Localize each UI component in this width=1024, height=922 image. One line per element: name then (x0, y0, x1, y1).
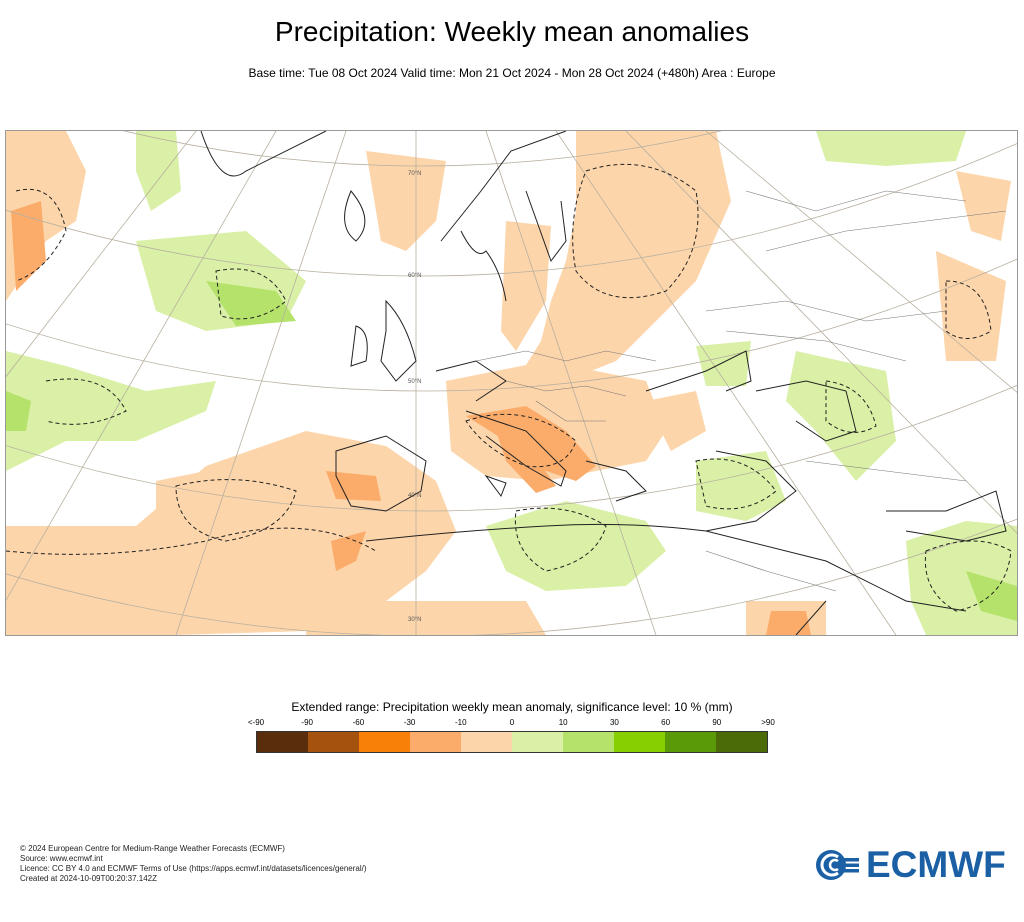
legend-tick: 90 (712, 718, 722, 727)
legend-swatch (716, 732, 767, 752)
ecmwf-logo-text: ECMWF (866, 844, 1006, 885)
legend-tick: -90 (301, 718, 313, 727)
legend-swatch (257, 732, 308, 752)
legend-tick: 0 (509, 718, 515, 727)
legend-tick: -60 (352, 718, 365, 727)
chart-subtitle: Base time: Tue 08 Oct 2024 Valid time: M… (248, 66, 776, 80)
anomaly-shading (6, 131, 1017, 635)
ecmwf-logo[interactable]: ECMWF (814, 844, 1006, 885)
legend-tick: 10 (558, 718, 568, 727)
significance-contours (6, 163, 1012, 612)
lat-label-40: 40°N (408, 493, 421, 499)
legend-swatch (461, 732, 512, 752)
legend-swatch (512, 732, 563, 752)
ecmwf-logo-icon (816, 850, 859, 880)
map-canvas: 70°N 60°N 50°N 40°N 30°N (6, 131, 1017, 635)
precipitation-anomaly-map[interactable]: 70°N 60°N 50°N 40°N 30°N (5, 130, 1018, 636)
legend-title: Extended range: Precipitation weekly mea… (291, 700, 733, 714)
footer-created: Created at 2024-10-09T00:20:37.142Z (20, 874, 157, 883)
lat-label-70: 70°N (408, 171, 421, 177)
legend-swatch (359, 732, 410, 752)
legend-tick: <-90 (247, 718, 265, 727)
legend-tick: -30 (403, 718, 416, 727)
footer-licence: Licence: CC BY 4.0 and ECMWF Terms of Us… (20, 864, 367, 873)
lat-label-30: 30°N (408, 617, 421, 623)
chart-title: Precipitation: Weekly mean anomalies (274, 16, 750, 47)
footer-source: Source: www.ecmwf.int (20, 854, 103, 863)
coastlines (200, 131, 1007, 635)
borders (475, 190, 1007, 592)
legend-colorbar (256, 731, 768, 753)
legend-tick: >90 (761, 718, 775, 727)
footer-copyright: © 2024 European Centre for Medium-Range … (20, 844, 285, 853)
legend-swatch (563, 732, 614, 752)
footer-credits: © 2024 European Centre for Medium-Range … (20, 844, 367, 884)
lat-labels: 70°N 60°N 50°N 40°N 30°N (408, 171, 421, 623)
lat-label-60: 60°N (408, 273, 421, 279)
legend-swatch (410, 732, 461, 752)
legend-tick: 30 (609, 718, 619, 727)
legend-swatch (614, 732, 665, 752)
legend-tick: 60 (661, 718, 671, 727)
legend-ticks: <-90 -90 -60 -30 -10 0 10 30 60 90 >90 (248, 718, 775, 728)
legend-swatch (308, 732, 359, 752)
legend-tick: -10 (455, 718, 467, 727)
lat-label-50: 50°N (408, 379, 421, 385)
legend-swatch (665, 732, 716, 752)
graticule (6, 131, 1017, 635)
